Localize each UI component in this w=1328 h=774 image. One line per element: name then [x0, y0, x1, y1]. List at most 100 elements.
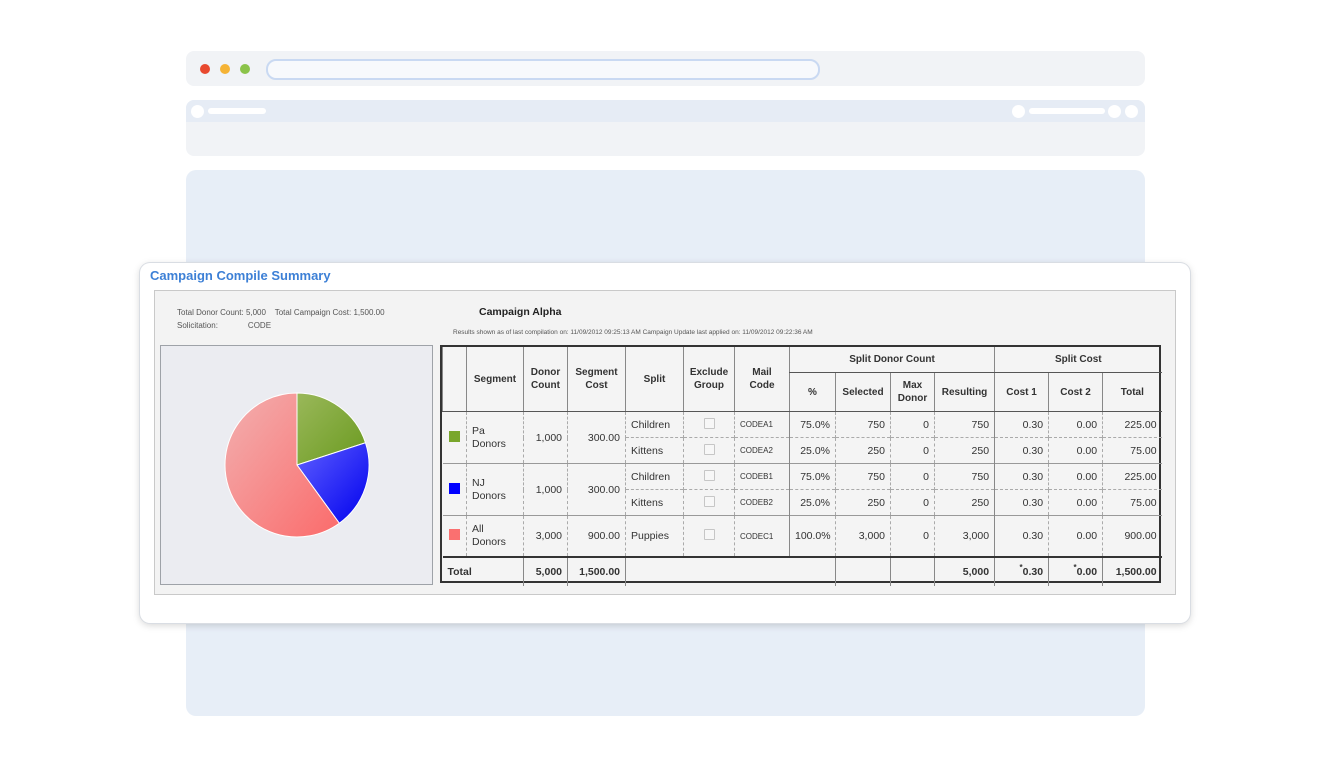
- total-donor-count-value: 5,000: [245, 308, 266, 317]
- selected-count: 750: [835, 463, 891, 490]
- nav-placeholder-bar-left: [208, 108, 266, 114]
- donor-count: 3,000: [523, 515, 568, 557]
- exclude-group-checkbox[interactable]: [703, 443, 715, 455]
- exclude-group-checkbox[interactable]: [703, 529, 715, 540]
- total-cost1-cell: *0.30: [994, 556, 1049, 586]
- total-campaign-cost-label: Total Campaign Cost:: [274, 308, 352, 317]
- total-cost2: 0.00: [1076, 566, 1098, 578]
- browser-top-bar: [186, 51, 1145, 86]
- segment-color-swatch: [442, 411, 467, 464]
- split-total: 225.00: [1102, 411, 1162, 438]
- total-cost2-cell: *0.00: [1048, 556, 1103, 586]
- cost1: 0.30: [994, 489, 1049, 516]
- cost1: 0.30: [994, 515, 1049, 557]
- mail-code-header: Mail Code: [734, 347, 790, 412]
- nav-placeholder-dot: [191, 105, 204, 118]
- exclude-group-checkbox[interactable]: [703, 417, 715, 429]
- percent-header: %: [789, 372, 836, 412]
- nav-placeholder-bar: [186, 100, 1145, 156]
- totals-empty: [625, 556, 836, 586]
- exclude-group-checkbox[interactable]: [703, 495, 715, 507]
- max-donor: 0: [890, 437, 935, 464]
- segment-color-swatch: [442, 515, 467, 557]
- segment-color-swatch: [442, 463, 467, 516]
- split-total: 225.00: [1102, 463, 1162, 490]
- pie-slice-pa-donors: [296, 392, 367, 466]
- solicitation-value: CODE: [247, 321, 272, 330]
- address-bar[interactable]: [266, 59, 820, 80]
- segment-name: NJ Donors: [466, 463, 524, 516]
- summary-line-2: Solicitation: CODE: [177, 321, 271, 330]
- exclude-group-checkbox-cell: [683, 489, 735, 516]
- total-donor-count: 5,000: [523, 556, 568, 586]
- donor-count: 1,000: [523, 411, 568, 464]
- total-resulting: 5,000: [933, 556, 995, 586]
- total-segment-cost: 1,500.00: [567, 556, 626, 586]
- split-donor-count-header: Split Donor Count: [788, 347, 995, 373]
- selected-count: 250: [835, 489, 891, 516]
- cost1: 0.30: [994, 411, 1049, 438]
- nav-placeholder-dot: [1012, 105, 1025, 118]
- mail-code: CODEC1: [734, 515, 790, 557]
- close-window-dot[interactable]: [200, 64, 210, 74]
- donor-pie-chart: [224, 392, 370, 538]
- total-campaign-cost-value: 1,500.00: [353, 308, 385, 317]
- solicitation-label: Solicitation:: [177, 321, 218, 330]
- panel-title: Campaign Compile Summary: [150, 268, 331, 283]
- mail-code: CODEA2: [734, 437, 790, 464]
- split-name: Children: [625, 411, 684, 438]
- compile-summary-table: Segment Donor Count Segment Cost Split E…: [440, 345, 1162, 586]
- mail-code: CODEB2: [734, 489, 790, 516]
- table-row: Pa Donors 1,000 300.00 Children CODEA1 7…: [442, 411, 1162, 464]
- totals-label: Total: [442, 556, 524, 586]
- selected-header: Selected: [835, 372, 891, 412]
- cost2: 0.00: [1048, 463, 1103, 490]
- split-cost-header: Split Cost: [994, 347, 1162, 373]
- total-donor-count-label: Total Donor Count:: [177, 308, 244, 317]
- segment-name: All Donors: [466, 515, 524, 557]
- split-name: Puppies: [625, 515, 684, 557]
- minimize-window-dot[interactable]: [220, 64, 230, 74]
- mail-code: CODEA1: [734, 411, 790, 438]
- max-donor: 0: [890, 515, 935, 557]
- asterisk-mark: *: [1073, 563, 1077, 572]
- grand-total: 1,500.00: [1102, 556, 1162, 586]
- split-name: Kittens: [625, 489, 684, 516]
- resulting-header: Resulting: [933, 372, 995, 412]
- exclude-group-checkbox-cell: [683, 463, 735, 490]
- donor-count-header: Donor Count: [523, 347, 568, 412]
- exclude-group-checkbox-cell: [683, 515, 735, 557]
- mail-code: CODEB1: [734, 463, 790, 490]
- table-row: Kittens CODEB2 25.0% 250 0 250 0.30 0.00…: [443, 489, 1162, 516]
- split-total: 75.00: [1102, 489, 1162, 516]
- campaign-name: Campaign Alpha: [479, 306, 562, 318]
- swatch-header: [442, 347, 467, 412]
- asterisk-mark: *: [1019, 563, 1023, 572]
- segment-cost: 300.00: [567, 463, 626, 516]
- split-percent: 100.0%: [789, 515, 836, 557]
- summary-container: Total Donor Count: 5,000 Total Campaign …: [154, 290, 1176, 595]
- exclude-group-checkbox[interactable]: [703, 469, 715, 481]
- totals-empty: [835, 556, 891, 586]
- exclude-group-checkbox-cell: [683, 437, 735, 464]
- split-percent: 25.0%: [789, 437, 836, 464]
- segment-header: Segment: [466, 347, 524, 412]
- split-total: 900.00: [1102, 515, 1162, 557]
- split-percent: 25.0%: [789, 489, 836, 516]
- nav-placeholder-bar-right: [1029, 108, 1105, 114]
- maximize-window-dot[interactable]: [240, 64, 250, 74]
- nav-placeholder-dot: [1125, 105, 1138, 118]
- pie-slice-nj-donors: [296, 442, 370, 524]
- totals-row: Total 5,000 1,500.00 5,000 *0.30 *0.00 1…: [442, 556, 1162, 586]
- nav-placeholder-dot: [1108, 105, 1121, 118]
- cost1: 0.30: [994, 463, 1049, 490]
- donor-count: 1,000: [523, 463, 568, 516]
- pie-slice-all-donors: [224, 392, 341, 538]
- cost2-header: Cost 2: [1048, 372, 1103, 412]
- total-header: Total: [1102, 372, 1162, 412]
- resulting-count: 750: [933, 411, 995, 438]
- table-row: Kittens CODEA2 25.0% 250 0 250 0.30 0.00…: [443, 437, 1162, 464]
- cost2: 0.00: [1048, 411, 1103, 438]
- split-total: 75.00: [1102, 437, 1162, 464]
- exclude-group-header: Exclude Group: [683, 347, 735, 412]
